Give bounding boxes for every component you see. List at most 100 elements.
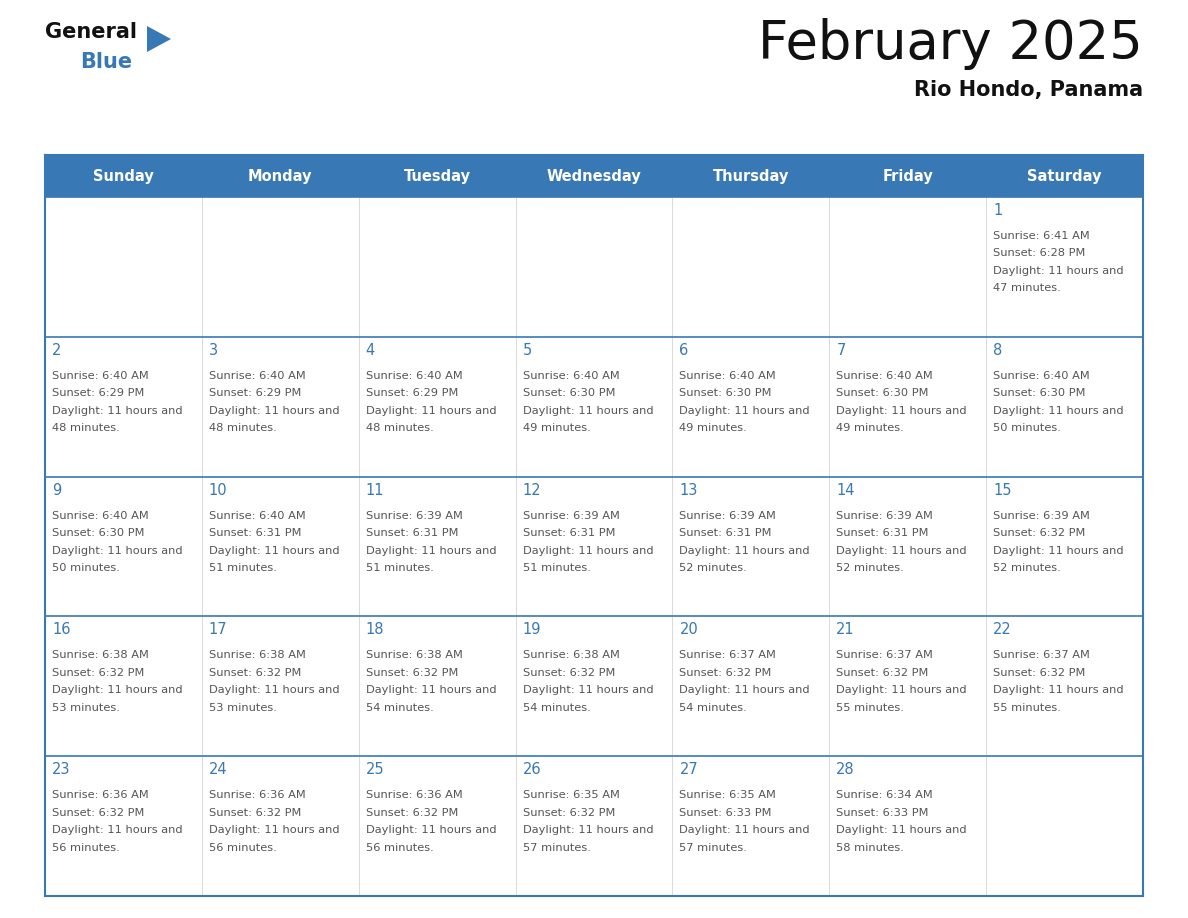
Bar: [45, 616, 202, 756]
Text: 16: 16: [52, 622, 70, 637]
Text: Daylight: 11 hours and: Daylight: 11 hours and: [523, 406, 653, 416]
Text: Sunset: 6:32 PM: Sunset: 6:32 PM: [523, 668, 615, 677]
Text: Sunday: Sunday: [93, 169, 153, 184]
Text: Sunrise: 6:40 AM: Sunrise: 6:40 AM: [209, 510, 305, 521]
Text: 18: 18: [366, 622, 384, 637]
Text: 49 minutes.: 49 minutes.: [836, 423, 904, 433]
Text: Sunset: 6:31 PM: Sunset: 6:31 PM: [523, 528, 615, 538]
Bar: [202, 756, 359, 896]
Text: Thursday: Thursday: [713, 169, 789, 184]
Text: 3: 3: [209, 342, 217, 358]
Text: 27: 27: [680, 762, 699, 778]
Text: Sunrise: 6:34 AM: Sunrise: 6:34 AM: [836, 790, 933, 800]
Bar: [359, 756, 516, 896]
Bar: [986, 756, 1143, 896]
Bar: [986, 476, 1143, 616]
Text: 49 minutes.: 49 minutes.: [680, 423, 747, 433]
Text: Sunrise: 6:41 AM: Sunrise: 6:41 AM: [993, 231, 1089, 241]
Text: Rio Hondo, Panama: Rio Hondo, Panama: [914, 80, 1143, 100]
Text: Daylight: 11 hours and: Daylight: 11 hours and: [993, 686, 1124, 696]
Text: Sunset: 6:31 PM: Sunset: 6:31 PM: [366, 528, 459, 538]
Text: 21: 21: [836, 622, 855, 637]
Text: Sunset: 6:32 PM: Sunset: 6:32 PM: [993, 668, 1086, 677]
Text: Sunset: 6:29 PM: Sunset: 6:29 PM: [52, 388, 145, 398]
Text: 22: 22: [993, 622, 1012, 637]
Bar: [359, 337, 516, 476]
Text: Sunrise: 6:37 AM: Sunrise: 6:37 AM: [836, 650, 933, 660]
Text: Sunrise: 6:39 AM: Sunrise: 6:39 AM: [523, 510, 619, 521]
Text: 26: 26: [523, 762, 542, 778]
Text: 19: 19: [523, 622, 541, 637]
Text: Sunset: 6:30 PM: Sunset: 6:30 PM: [993, 388, 1086, 398]
Text: 50 minutes.: 50 minutes.: [993, 423, 1061, 433]
Text: 54 minutes.: 54 minutes.: [523, 703, 590, 713]
Text: Sunrise: 6:40 AM: Sunrise: 6:40 AM: [52, 510, 148, 521]
Text: 23: 23: [52, 762, 70, 778]
Text: 5: 5: [523, 342, 532, 358]
Text: 53 minutes.: 53 minutes.: [52, 703, 120, 713]
Text: Sunset: 6:30 PM: Sunset: 6:30 PM: [836, 388, 929, 398]
Bar: [829, 197, 986, 337]
Text: 54 minutes.: 54 minutes.: [680, 703, 747, 713]
Text: Sunrise: 6:40 AM: Sunrise: 6:40 AM: [523, 371, 619, 381]
Text: Sunset: 6:32 PM: Sunset: 6:32 PM: [52, 668, 145, 677]
Bar: [516, 616, 672, 756]
Text: 20: 20: [680, 622, 699, 637]
Text: Sunset: 6:30 PM: Sunset: 6:30 PM: [52, 528, 145, 538]
Text: Sunset: 6:32 PM: Sunset: 6:32 PM: [836, 668, 929, 677]
Text: Daylight: 11 hours and: Daylight: 11 hours and: [209, 686, 340, 696]
Text: Daylight: 11 hours and: Daylight: 11 hours and: [209, 406, 340, 416]
Bar: [45, 476, 202, 616]
Text: 51 minutes.: 51 minutes.: [209, 563, 277, 573]
Text: 58 minutes.: 58 minutes.: [836, 843, 904, 853]
Text: Daylight: 11 hours and: Daylight: 11 hours and: [836, 545, 967, 555]
Text: 56 minutes.: 56 minutes.: [52, 843, 120, 853]
Text: Sunset: 6:32 PM: Sunset: 6:32 PM: [366, 668, 459, 677]
Text: 55 minutes.: 55 minutes.: [836, 703, 904, 713]
Text: Sunrise: 6:35 AM: Sunrise: 6:35 AM: [523, 790, 619, 800]
Text: Sunset: 6:30 PM: Sunset: 6:30 PM: [680, 388, 772, 398]
Text: 13: 13: [680, 483, 697, 498]
Text: Sunrise: 6:39 AM: Sunrise: 6:39 AM: [366, 510, 462, 521]
Text: Daylight: 11 hours and: Daylight: 11 hours and: [523, 545, 653, 555]
Text: Wednesday: Wednesday: [546, 169, 642, 184]
Text: Friday: Friday: [883, 169, 933, 184]
Text: Sunset: 6:33 PM: Sunset: 6:33 PM: [680, 808, 772, 818]
Bar: [986, 337, 1143, 476]
Text: Daylight: 11 hours and: Daylight: 11 hours and: [993, 545, 1124, 555]
Polygon shape: [147, 26, 171, 52]
Text: 9: 9: [52, 483, 62, 498]
Bar: [672, 337, 829, 476]
Text: 15: 15: [993, 483, 1012, 498]
Text: Sunset: 6:31 PM: Sunset: 6:31 PM: [680, 528, 772, 538]
Text: 48 minutes.: 48 minutes.: [366, 423, 434, 433]
Text: Sunrise: 6:37 AM: Sunrise: 6:37 AM: [680, 650, 776, 660]
Text: Daylight: 11 hours and: Daylight: 11 hours and: [836, 686, 967, 696]
Text: Tuesday: Tuesday: [404, 169, 470, 184]
Text: 17: 17: [209, 622, 227, 637]
Text: Sunrise: 6:36 AM: Sunrise: 6:36 AM: [366, 790, 462, 800]
Bar: [45, 155, 1143, 197]
Text: Sunrise: 6:37 AM: Sunrise: 6:37 AM: [993, 650, 1091, 660]
Text: 8: 8: [993, 342, 1003, 358]
Text: Sunrise: 6:40 AM: Sunrise: 6:40 AM: [209, 371, 305, 381]
Text: 1: 1: [993, 203, 1003, 218]
Text: Sunrise: 6:39 AM: Sunrise: 6:39 AM: [680, 510, 776, 521]
Text: Saturday: Saturday: [1028, 169, 1101, 184]
Bar: [672, 476, 829, 616]
Text: 4: 4: [366, 342, 375, 358]
Text: Blue: Blue: [80, 52, 132, 72]
Bar: [359, 197, 516, 337]
Text: 52 minutes.: 52 minutes.: [680, 563, 747, 573]
Text: Daylight: 11 hours and: Daylight: 11 hours and: [680, 406, 810, 416]
Text: 57 minutes.: 57 minutes.: [523, 843, 590, 853]
Text: Sunrise: 6:40 AM: Sunrise: 6:40 AM: [52, 371, 148, 381]
Text: Sunrise: 6:39 AM: Sunrise: 6:39 AM: [836, 510, 933, 521]
Bar: [986, 197, 1143, 337]
Text: 56 minutes.: 56 minutes.: [366, 843, 434, 853]
Text: Sunrise: 6:36 AM: Sunrise: 6:36 AM: [52, 790, 148, 800]
Text: Sunset: 6:32 PM: Sunset: 6:32 PM: [209, 808, 302, 818]
Text: Sunrise: 6:40 AM: Sunrise: 6:40 AM: [366, 371, 462, 381]
Bar: [202, 197, 359, 337]
Bar: [202, 476, 359, 616]
